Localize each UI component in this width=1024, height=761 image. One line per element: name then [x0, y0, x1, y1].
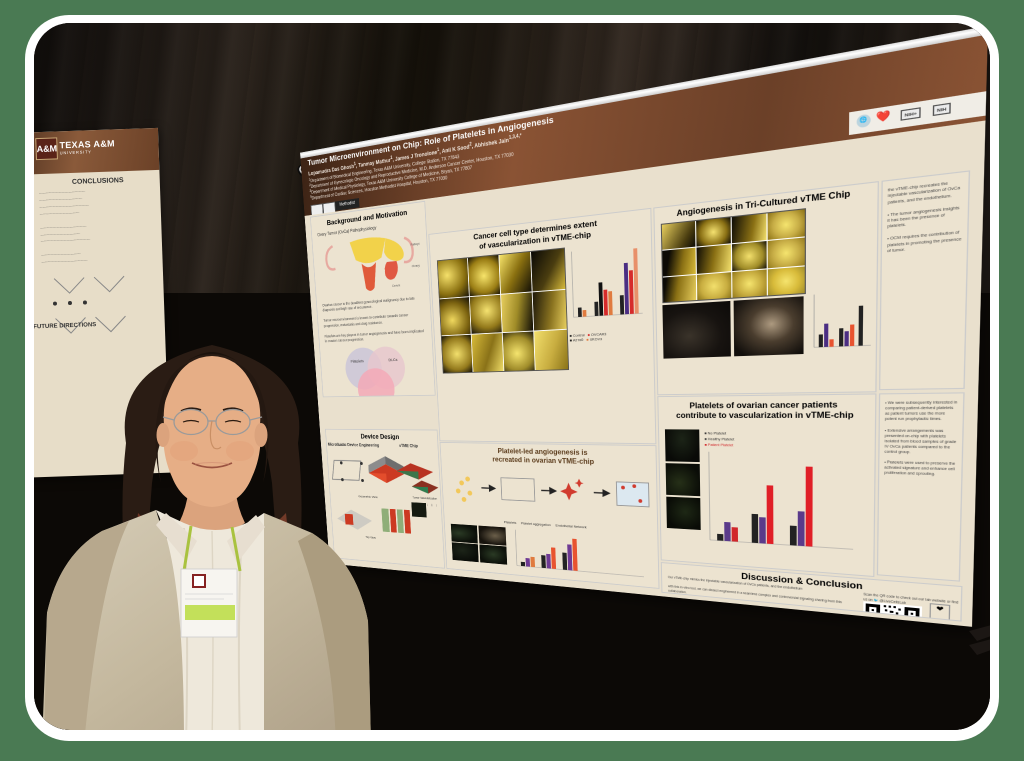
svg-text:Ovary: Ovary [411, 262, 420, 268]
svg-text:Fallopian: Fallopian [410, 240, 422, 246]
svg-text:Cervix: Cervix [391, 282, 400, 287]
